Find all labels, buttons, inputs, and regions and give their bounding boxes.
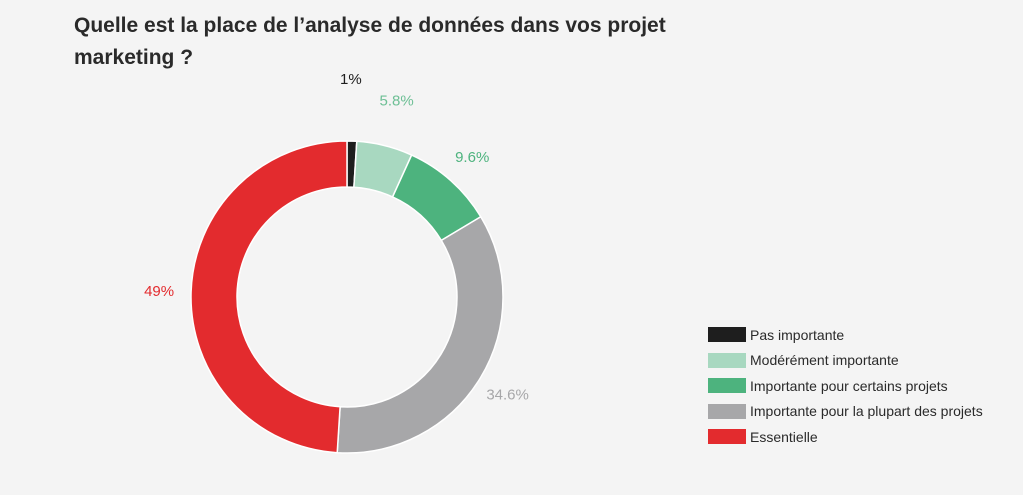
legend-swatch (708, 429, 746, 445)
legend-swatch (708, 327, 746, 343)
legend-label: Pas importante (750, 326, 845, 343)
legend-swatch (708, 403, 746, 419)
donut-slice (190, 140, 348, 454)
legend-label: Importante pour certains projets (750, 377, 948, 394)
legend-swatch (708, 378, 746, 394)
legend-item-importante-plupart: Importante pour la plupart des projets (708, 399, 983, 425)
legend-label: Essentielle (750, 428, 818, 445)
legend-label: Modérément importante (750, 352, 899, 369)
donut-slice (336, 215, 504, 454)
slice-value-label: 1% (340, 71, 362, 88)
legend-label: Importante pour la plupart des projets (750, 403, 983, 420)
slice-value-label: 5.8% (380, 93, 414, 110)
legend-item-essentielle: Essentielle (708, 424, 983, 450)
slice-value-label: 34.6% (486, 387, 529, 404)
legend-item-importante-certains: Importante pour certains projets (708, 373, 983, 399)
legend-item-moderement-importante: Modérément importante (708, 348, 983, 374)
slice-value-label: 9.6% (455, 149, 489, 166)
chart-title: Quelle est la place de l’analyse de donn… (74, 14, 666, 69)
slice-value-label: 49% (144, 283, 174, 300)
chart-legend: Pas importante Modérément importante Imp… (708, 322, 983, 450)
legend-item-pas-importante: Pas importante (708, 322, 983, 348)
legend-swatch (708, 352, 746, 368)
